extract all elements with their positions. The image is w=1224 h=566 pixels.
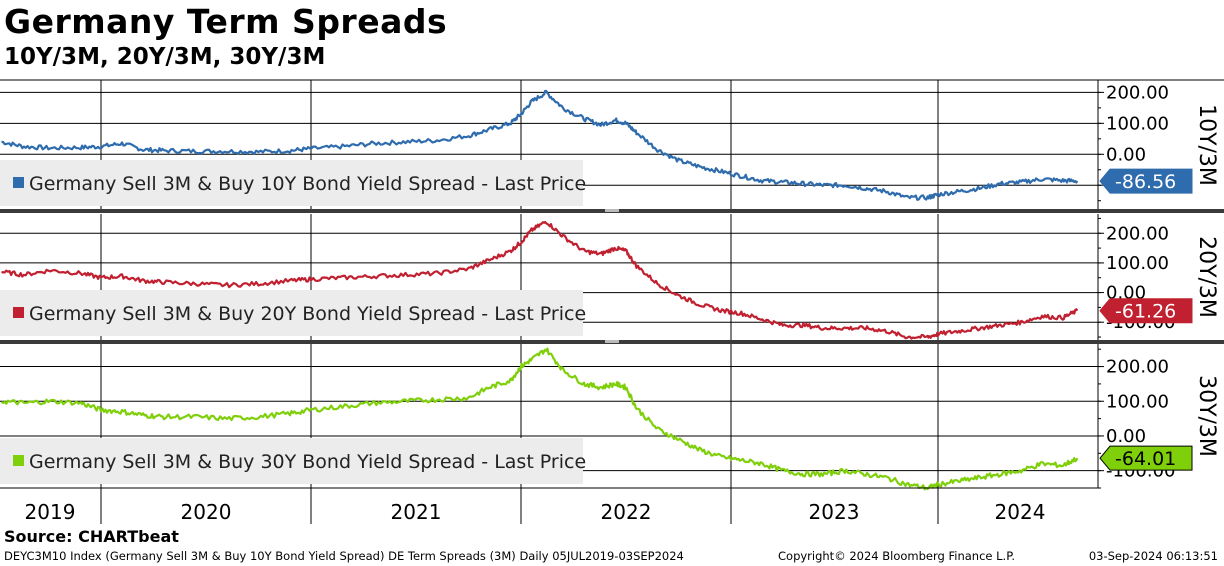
legend-swatch: [13, 177, 24, 188]
separator-grip: [605, 340, 619, 343]
legend-box: [0, 160, 583, 206]
last-value-tag: -64.01: [1099, 445, 1193, 471]
y-tick-label: 200.00: [1106, 223, 1169, 244]
footer-copyright: Copyright© 2024 Bloomberg Finance L.P.: [778, 549, 1015, 563]
x-tick-label: 2021: [391, 500, 442, 524]
legend-box: [0, 438, 583, 484]
footer-ticker-info: DEYC3M10 Index (Germany Sell 3M & Buy 10…: [4, 549, 684, 563]
legend-label: Germany Sell 3M & Buy 20Y Bond Yield Spr…: [29, 303, 586, 325]
last-value-label: -64.01: [1115, 448, 1176, 470]
x-tick-label: 2019: [25, 500, 76, 524]
series-line-10y: [1, 89, 1079, 201]
legend-box: [0, 290, 583, 336]
chart-subtitle: 10Y/3M, 20Y/3M, 30Y/3M: [4, 44, 326, 70]
series-line-20y: [1, 220, 1079, 340]
legend-swatch: [13, 307, 24, 318]
x-tick-label: 2023: [809, 500, 860, 524]
source-label: Source: CHARTbeat: [4, 527, 179, 546]
panel-label: 30Y/3M: [1194, 375, 1219, 457]
y-tick-label: 100.00: [1106, 253, 1169, 274]
panel-label: 10Y/3M: [1194, 104, 1219, 186]
footer-timestamp: 03-Sep-2024 06:13:51: [1088, 549, 1218, 563]
legend-label: Germany Sell 3M & Buy 30Y Bond Yield Spr…: [29, 451, 586, 473]
last-value-badge: [1099, 445, 1193, 471]
legend-swatch: [13, 455, 24, 466]
last-value-badge: [1099, 298, 1193, 324]
y-tick-label: 0.00: [1106, 426, 1146, 447]
last-value-label: -61.26: [1115, 301, 1176, 323]
last-value-badge: [1099, 168, 1193, 194]
x-tick-label: 2020: [181, 500, 232, 524]
last-value-tag: -61.26: [1099, 298, 1193, 324]
x-tick-label: 2024: [995, 500, 1046, 524]
y-tick-label: 100.00: [1106, 113, 1169, 134]
panel-10y: 200.00 100.00 0.00 Germany Sell 3M & Buy 10…: [0, 80, 1219, 210]
x-tick-label: 2022: [601, 500, 652, 524]
separator-grip: [605, 209, 619, 212]
last-value-tag: -86.56: [1099, 168, 1193, 194]
legend-label: Germany Sell 3M & Buy 10Y Bond Yield Spr…: [29, 173, 586, 195]
panel-label: 20Y/3M: [1194, 236, 1219, 318]
y-tick-label: 200.00: [1106, 82, 1169, 103]
last-value-label: -86.56: [1115, 171, 1176, 193]
y-tick-label: 100.00: [1106, 391, 1169, 412]
chart-title: Germany Term Spreads: [4, 2, 448, 41]
y-tick-label: 0.00: [1106, 144, 1146, 165]
y-tick-label: 200.00: [1106, 357, 1169, 378]
